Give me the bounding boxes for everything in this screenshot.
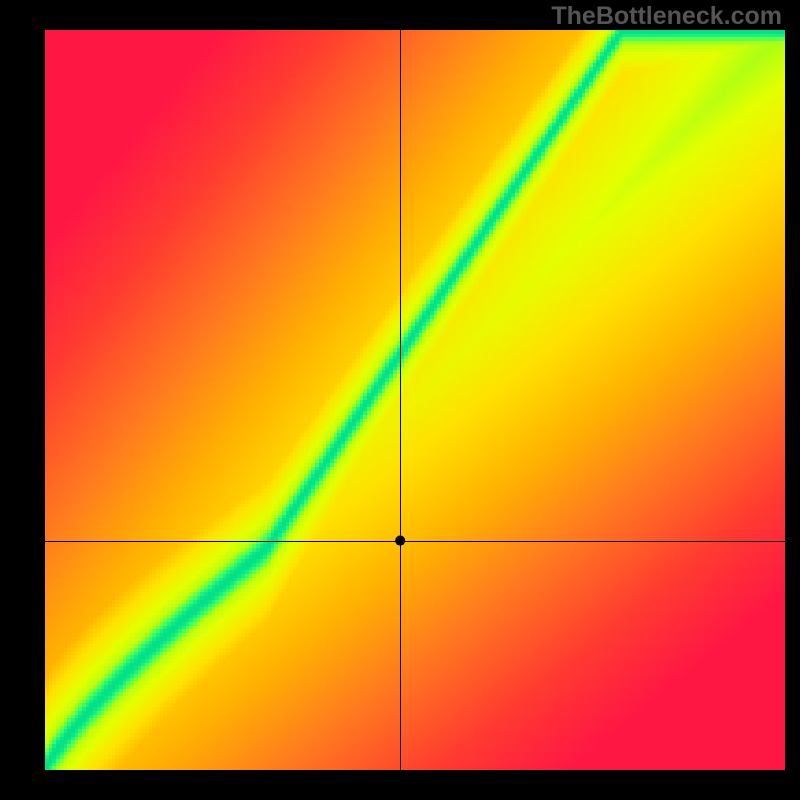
heatmap-canvas (0, 0, 800, 800)
chart-wrapper: TheBottleneck.com (0, 0, 800, 800)
watermark-text: TheBottleneck.com (551, 2, 782, 31)
